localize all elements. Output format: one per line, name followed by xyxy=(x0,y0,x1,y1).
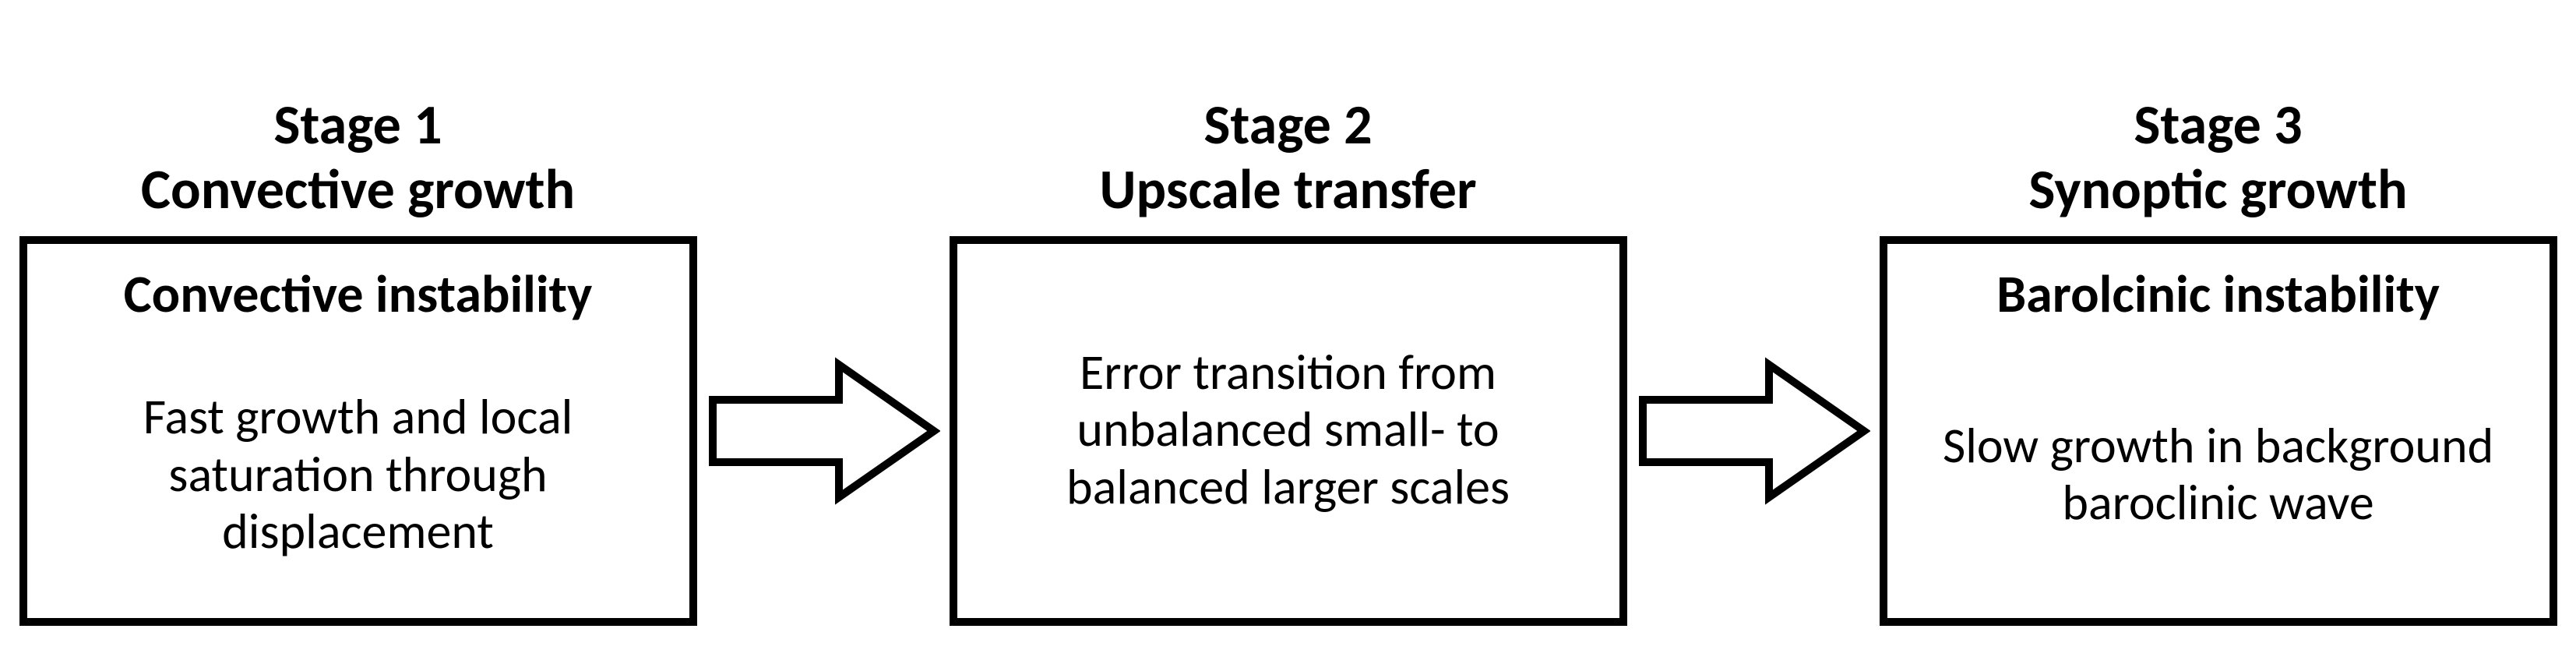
arrow-right-icon xyxy=(707,357,940,505)
stage-2-box-body: Error transition from unbalanced small- … xyxy=(981,344,1596,517)
flow-diagram: Stage 1 Convective growth Convective ins… xyxy=(0,0,2576,657)
stage-3-header-line2: Synoptic growth xyxy=(2028,157,2407,222)
stage-2-header-line2: Upscale transfer xyxy=(1099,157,1476,222)
stage-3-body-wrap: Slow growth in background baroclinic wav… xyxy=(1911,355,2526,595)
stage-3: Stage 3 Synoptic growth Barolcinic insta… xyxy=(1880,93,2557,626)
arrow-right-icon xyxy=(1637,357,1870,505)
stage-3-box-title: Barolcinic instability xyxy=(1996,266,2440,324)
stage-3-box: Barolcinic instability Slow growth in ba… xyxy=(1880,236,2557,626)
stage-1-header-line1: Stage 1 xyxy=(141,93,575,157)
stage-1-header: Stage 1 Convective growth xyxy=(141,93,575,222)
stage-2-header-line1: Stage 2 xyxy=(1099,93,1476,157)
stage-3-header: Stage 3 Synoptic growth xyxy=(2028,93,2407,222)
stage-2-body-wrap: Error transition from unbalanced small- … xyxy=(981,266,1596,595)
stage-1: Stage 1 Convective growth Convective ins… xyxy=(19,93,697,626)
stage-1-box: Convective instability Fast growth and l… xyxy=(19,236,697,626)
stage-1-body-wrap: Fast growth and local saturation through… xyxy=(51,355,666,595)
arrow-2-cell xyxy=(1627,236,1880,626)
stage-3-header-line1: Stage 3 xyxy=(2028,93,2407,157)
stage-1-box-title: Convective instability xyxy=(124,266,593,324)
stage-2: Stage 2 Upscale transfer Error transitio… xyxy=(950,93,1627,626)
stage-2-box: Error transition from unbalanced small- … xyxy=(950,236,1627,626)
stage-3-box-body: Slow growth in background baroclinic wav… xyxy=(1911,418,2526,532)
stage-2-header: Stage 2 Upscale transfer xyxy=(1099,93,1476,222)
arrow-1-cell xyxy=(697,236,950,626)
stage-1-box-body: Fast growth and local saturation through… xyxy=(51,389,666,561)
stage-1-header-line2: Convective growth xyxy=(141,157,575,222)
